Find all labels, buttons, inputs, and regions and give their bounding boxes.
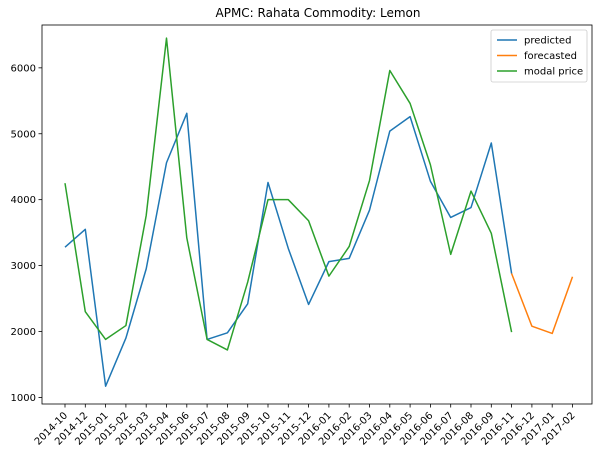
legend: predicted forecasted modal price: [490, 29, 588, 83]
y-tick-label: 2000: [11, 327, 36, 338]
legend-box: [490, 29, 588, 83]
series-line-2: [64, 37, 513, 351]
legend-label-0: predicted: [524, 36, 571, 47]
y-tick-label: 5000: [11, 129, 36, 140]
y-tick-label: 4000: [11, 195, 36, 206]
chart-title: APMC: Rahata Commodity: Lemon: [216, 6, 421, 20]
y-tick-label: 1000: [11, 393, 36, 404]
legend-label-1: forecasted: [524, 51, 577, 62]
plot-area: [64, 37, 574, 387]
y-tick-label: 6000: [11, 63, 36, 74]
y-tick-label: 3000: [11, 261, 36, 272]
axes-frame: [41, 24, 593, 405]
series-line-1: [510, 273, 574, 335]
legend-label-2: modal price: [524, 67, 583, 78]
